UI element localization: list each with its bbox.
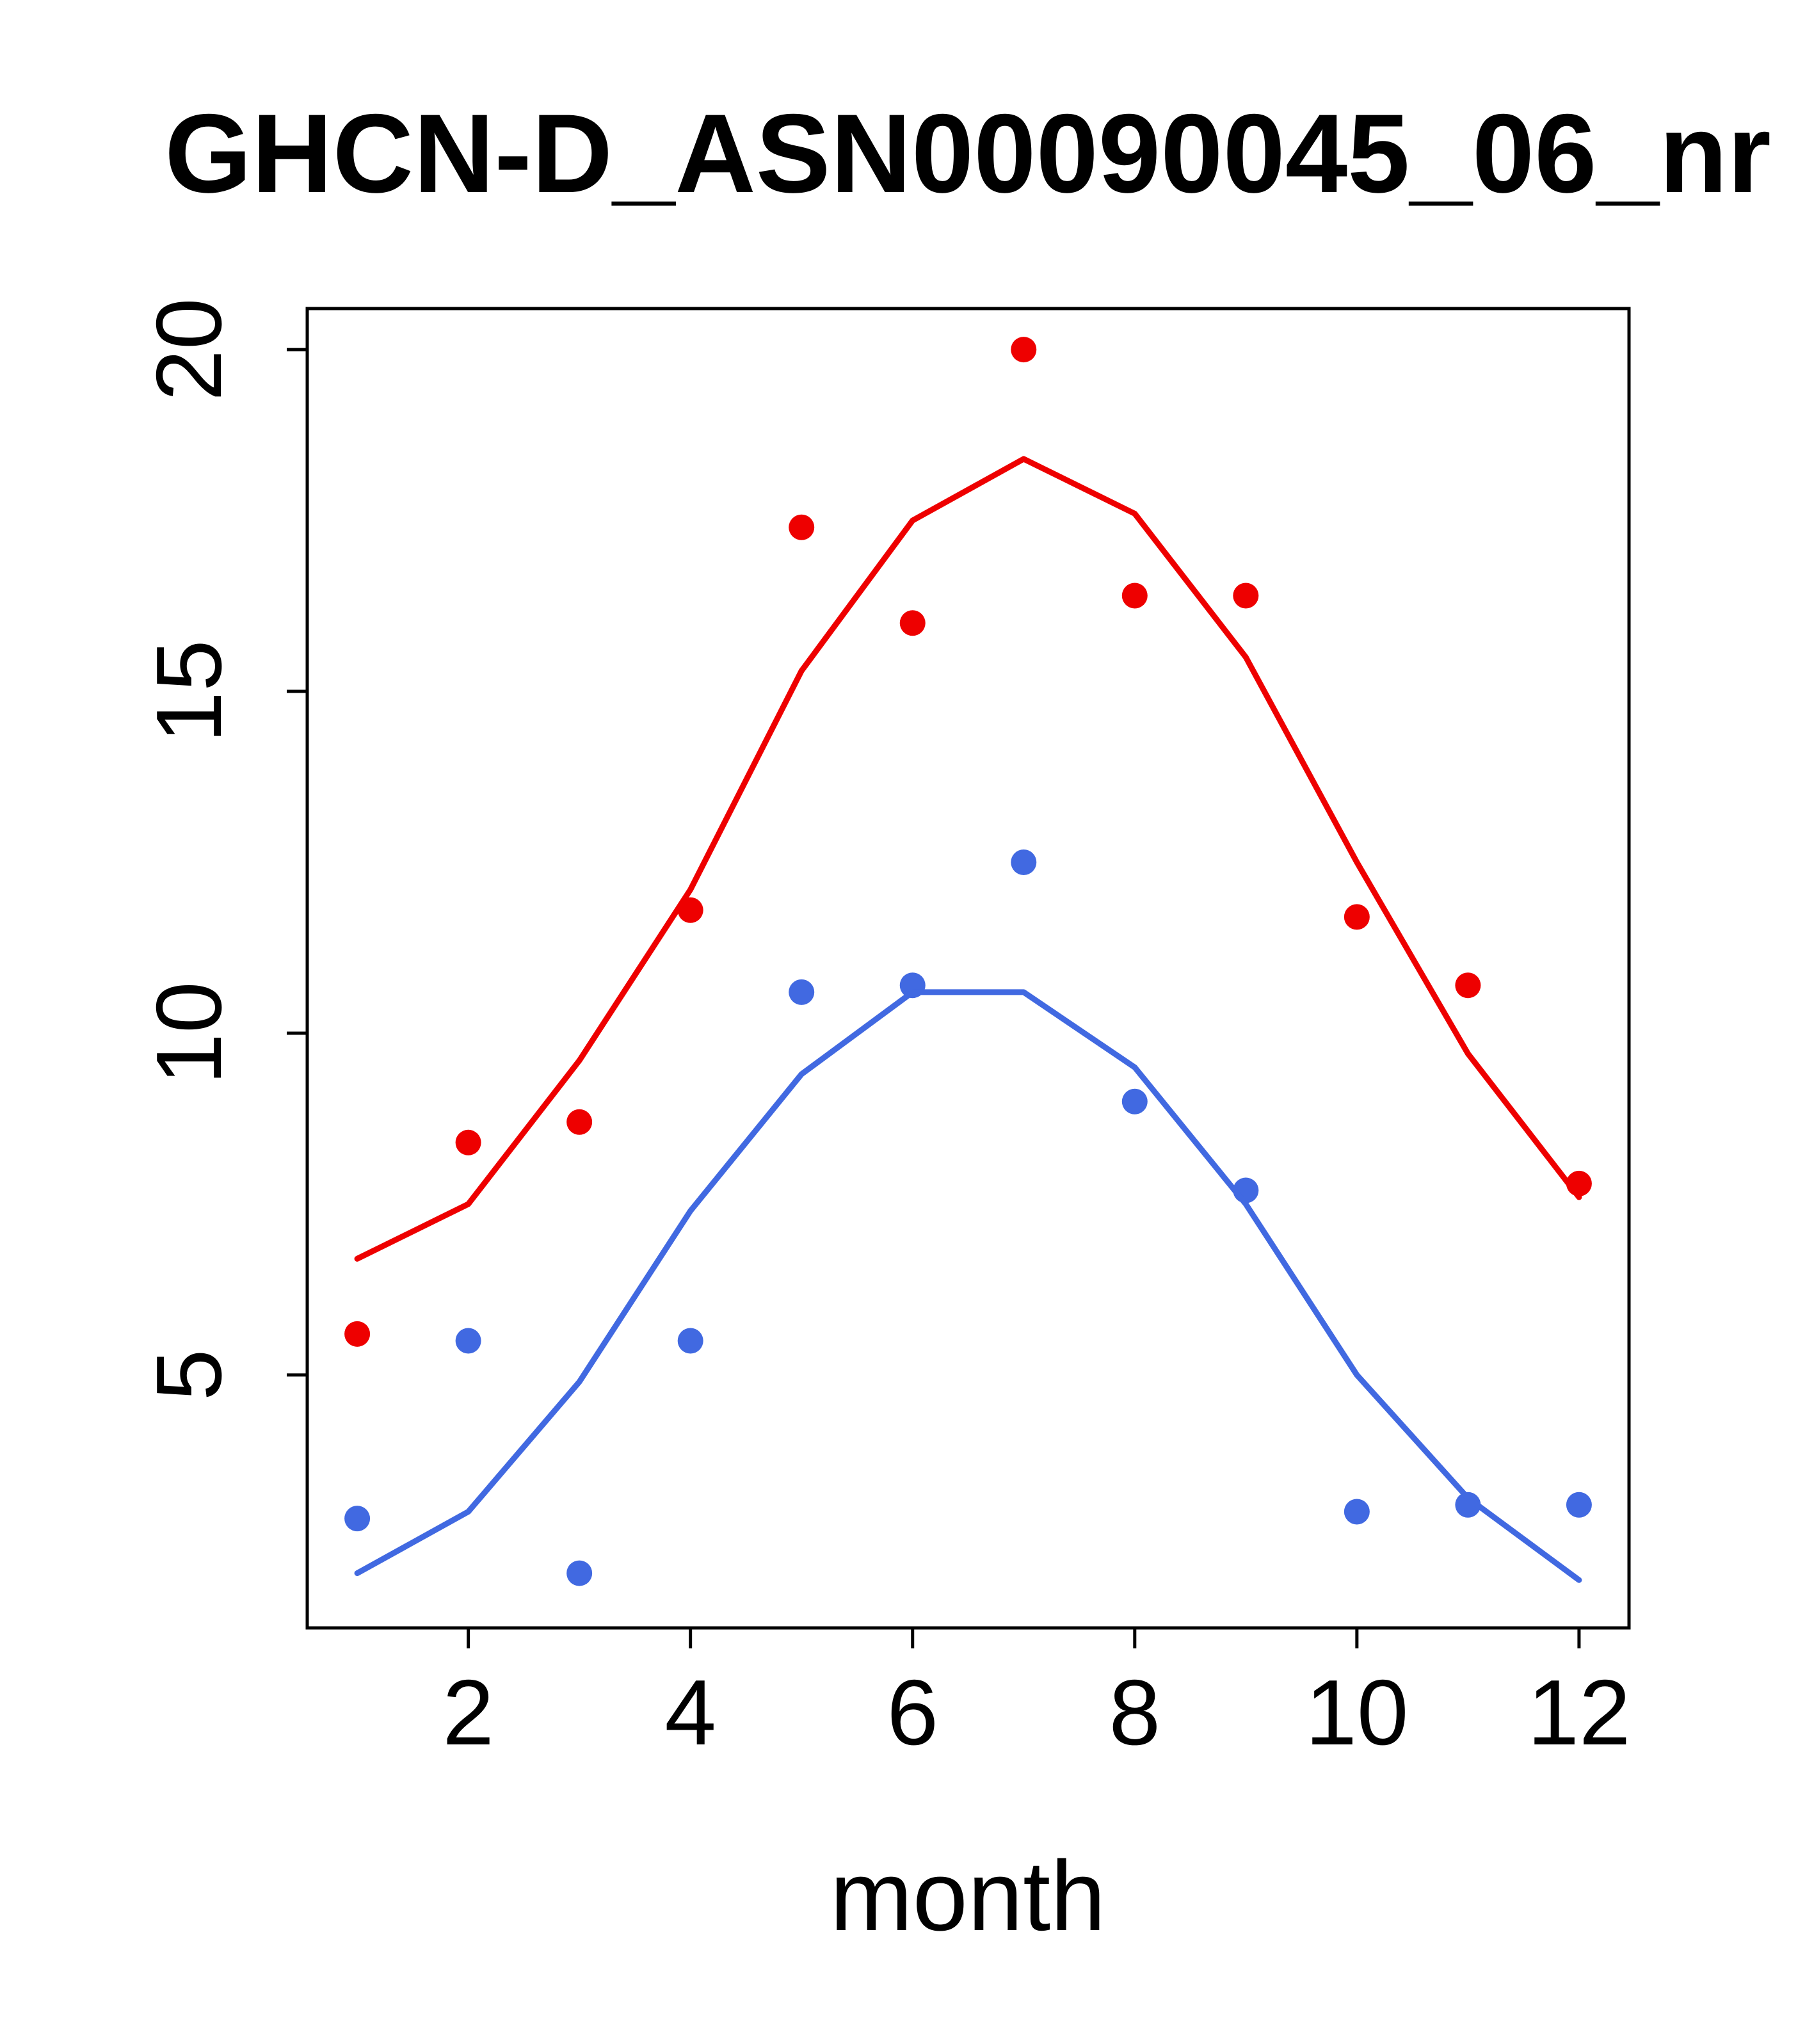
x-tick-label: 10	[1305, 1661, 1408, 1764]
red-points-marker	[1233, 583, 1259, 609]
x-axis-label: month	[830, 1840, 1106, 1951]
x-tick-label: 4	[664, 1661, 716, 1764]
blue-points-marker	[1121, 1088, 1148, 1115]
blue-points-marker	[1566, 1492, 1592, 1518]
red-points-marker	[344, 1321, 371, 1347]
blue-points-marker	[1011, 849, 1037, 875]
red-points-marker	[899, 610, 926, 636]
blue-points-marker	[789, 979, 815, 1005]
blue-points-marker	[677, 1328, 703, 1354]
y-tick-label: 20	[137, 298, 241, 401]
x-tick-label: 2	[442, 1661, 494, 1764]
blue-points-marker	[566, 1560, 593, 1586]
y-tick-label: 5	[137, 1349, 241, 1401]
red-points-marker	[1455, 972, 1481, 999]
blue-points-marker	[455, 1328, 481, 1354]
blue-points-marker	[1344, 1499, 1370, 1525]
plot-area: 2 4 6 8 10 12 5 10 15 20	[137, 298, 1631, 1764]
x-tick-label: 6	[887, 1661, 938, 1764]
plot-box	[305, 307, 1631, 1630]
blue-points-marker	[1455, 1492, 1481, 1518]
red-points-marker	[789, 514, 815, 540]
red-smooth-line	[354, 456, 1582, 1262]
blue-smooth-line	[354, 989, 1582, 1583]
blue-points-marker	[344, 1506, 371, 1532]
red-points-marker	[455, 1129, 481, 1155]
red-points-marker	[1011, 337, 1037, 363]
red-points-marker	[1344, 904, 1370, 930]
chart-title: GHCN-D_ASN00090045_06_nr	[165, 92, 1771, 216]
red-points-marker	[566, 1109, 593, 1135]
y-tick-label: 10	[137, 981, 241, 1084]
red-points-marker	[1121, 583, 1148, 609]
x-tick-label: 8	[1109, 1661, 1160, 1764]
y-tick-label: 15	[137, 640, 241, 743]
x-tick-label: 12	[1527, 1661, 1630, 1764]
